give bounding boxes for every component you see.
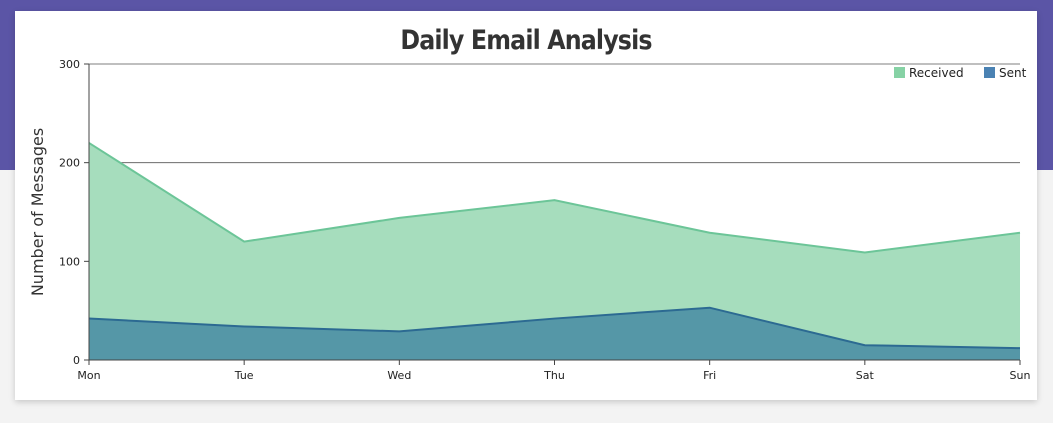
- x-tick-label: Tue: [234, 369, 254, 382]
- y-tick-label: 300: [59, 58, 80, 71]
- x-tick-label: Fri: [703, 369, 716, 382]
- legend: Received Sent: [894, 66, 1027, 80]
- x-tick-label: Mon: [77, 369, 100, 382]
- x-tick-label: Wed: [387, 369, 411, 382]
- series-areas: [89, 143, 1020, 360]
- legend-swatch-received: [894, 67, 905, 78]
- chart-card: Daily Email Analysis 0 100 200 300 Mon Tue We…: [15, 11, 1037, 400]
- x-tick-label: Sat: [856, 369, 875, 382]
- y-tick-label: 0: [73, 354, 80, 367]
- y-axis-label: Number of Messages: [28, 128, 47, 296]
- y-tick-label: 100: [59, 255, 80, 268]
- legend-swatch-sent: [984, 67, 995, 78]
- x-tick-labels: Mon Tue Wed Thu Fri Sat Sun: [77, 360, 1030, 382]
- area-chart: 0 100 200 300 Mon Tue Wed Thu Fri Sat Sun Number …: [15, 11, 1037, 400]
- x-tick-label: Sun: [1010, 369, 1031, 382]
- y-tick-labels: 0 100 200 300: [59, 58, 89, 367]
- legend-label-received: Received: [909, 66, 964, 80]
- legend-label-sent: Sent: [999, 66, 1027, 80]
- y-tick-label: 200: [59, 157, 80, 170]
- x-tick-label: Thu: [543, 369, 565, 382]
